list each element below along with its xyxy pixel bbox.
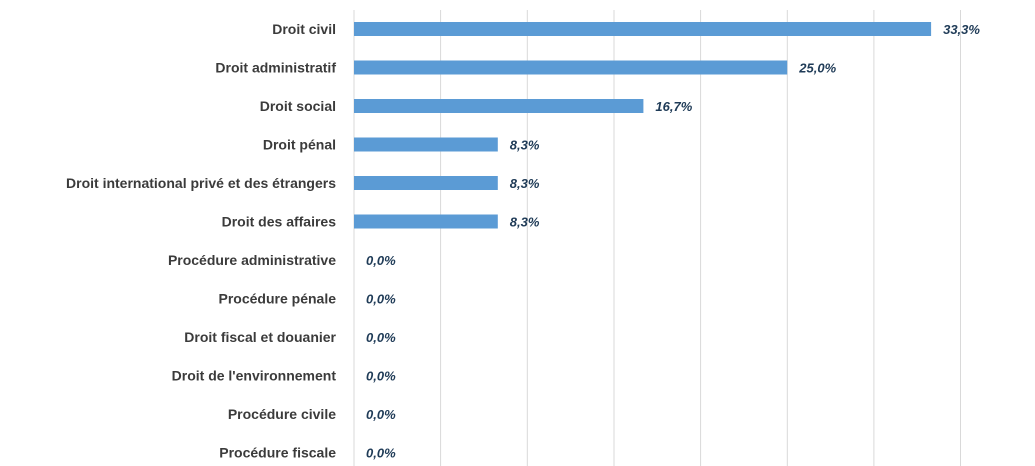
category-label: Droit pénal: [263, 137, 336, 153]
category-label: Procédure pénale: [219, 291, 337, 307]
value-label: 8,3%: [510, 138, 540, 153]
category-label: Droit fiscal et douanier: [184, 329, 336, 345]
value-label: 33,3%: [943, 22, 980, 37]
category-label: Droit des affaires: [222, 214, 337, 230]
value-label: 16,7%: [655, 99, 692, 114]
value-label: 0,0%: [366, 446, 396, 461]
value-label: 0,0%: [366, 330, 396, 345]
bar: [354, 137, 498, 152]
value-label: 0,0%: [366, 407, 396, 422]
bar: [354, 214, 498, 229]
category-label: Droit social: [260, 98, 336, 114]
value-label: 0,0%: [366, 369, 396, 384]
bar: [354, 60, 788, 75]
bars: [354, 22, 932, 229]
bar: [354, 176, 498, 190]
category-label: Procédure civile: [228, 406, 336, 422]
value-labels: 33,3% 25,0% 16,7% 8,3% 8,3% 8,3% 0,0% 0,0% 0,0% 0…: [366, 22, 980, 461]
category-labels: Droit civil Droit administratif Droit soci…: [66, 21, 337, 461]
category-label: Droit de l'environnement: [172, 368, 337, 384]
category-label: Droit international privé et des étrange…: [66, 175, 336, 191]
value-label: 8,3%: [510, 176, 540, 191]
value-label: 0,0%: [366, 292, 396, 307]
gridlines: [353, 10, 961, 466]
category-label: Procédure administrative: [168, 252, 336, 268]
category-label: Droit civil: [272, 21, 336, 37]
bar: [354, 99, 644, 113]
value-label: 0,0%: [366, 253, 396, 268]
bar: [354, 22, 932, 36]
value-label: 8,3%: [510, 215, 540, 230]
value-label: 25,0%: [798, 61, 836, 76]
category-label: Droit administratif: [215, 60, 336, 76]
category-label: Procédure fiscale: [219, 445, 336, 461]
